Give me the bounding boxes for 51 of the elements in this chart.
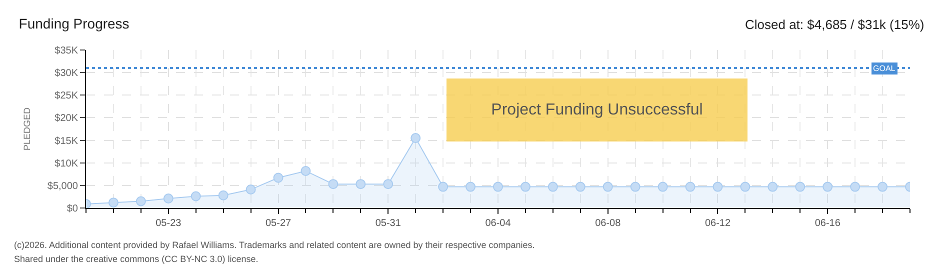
point (218, 190, 228, 200)
x-tick-label: 05-23 (156, 218, 182, 229)
point (878, 182, 888, 192)
point (850, 182, 860, 192)
y-tick-label: $25K (54, 90, 78, 102)
ref-line-label: GOAL (873, 64, 896, 73)
annotation: Project Funding Unsuccessful (491, 102, 703, 118)
point (273, 172, 284, 183)
point (108, 198, 118, 208)
point (410, 133, 421, 144)
point (383, 179, 394, 190)
point (520, 182, 530, 192)
point (136, 196, 146, 206)
point (300, 166, 311, 176)
x-tick-label: 05-31 (375, 218, 402, 229)
y-tick-label: $30K (54, 68, 78, 80)
point (658, 182, 668, 192)
y-tick-label: $5,000 (47, 180, 78, 192)
point (328, 179, 338, 190)
point (685, 182, 696, 192)
y-tick-label: $20K (54, 113, 78, 124)
point (740, 182, 750, 192)
point (768, 182, 778, 192)
point (822, 182, 833, 192)
y-axis-title: PLEDGED (22, 106, 32, 151)
y-tick-label: $35K (54, 46, 78, 56)
point (190, 191, 201, 202)
text: Shared under the creative commons (CC BY-NC 3.0) license. (14, 254, 258, 264)
point (493, 182, 503, 192)
text: (c)2026. Additional content provided by Rafael Williams. Trademarks and related content are owned by their respective companies. (14, 240, 535, 250)
point (602, 182, 613, 192)
x-tick-label: 06-08 (595, 218, 622, 229)
x-tick-label: 06-16 (814, 218, 841, 229)
point (795, 182, 806, 192)
chart-title: Funding Progress (18, 16, 130, 32)
point (163, 194, 174, 204)
point (356, 179, 366, 190)
y-tick-label: $10K (54, 158, 78, 170)
chart-subtitle: Closed at: $4,685 / $31k (15%) (745, 17, 924, 32)
y-tick-label: $0 (66, 204, 78, 214)
point (466, 182, 476, 192)
x-tick-label: 05-27 (265, 218, 292, 229)
point (438, 182, 448, 192)
point (712, 182, 723, 192)
point (246, 184, 256, 194)
x-tick-label: 06-04 (485, 218, 512, 229)
x-tick-label: 06-12 (704, 218, 731, 229)
point (630, 182, 640, 192)
point (548, 182, 558, 192)
point (575, 182, 586, 192)
y-tick-label: $15K (54, 136, 78, 147)
